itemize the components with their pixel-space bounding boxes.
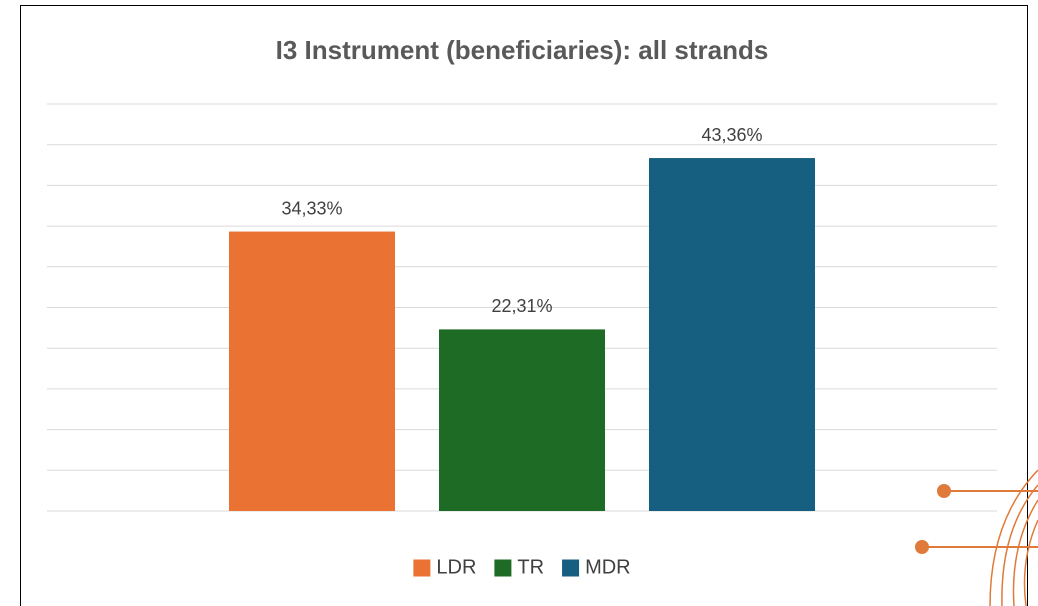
chart-title: I3 Instrument (beneficiaries): all stran… <box>276 35 769 65</box>
legend-label: MDR <box>585 556 631 578</box>
data-label: 22,31% <box>491 296 552 316</box>
legend-swatch <box>562 560 579 577</box>
chart: I3 Instrument (beneficiaries): all stran… <box>0 0 1038 606</box>
legend-swatch <box>494 560 511 577</box>
legend-swatch <box>413 560 430 577</box>
bar <box>649 158 815 511</box>
data-label: 34,33% <box>281 198 342 218</box>
bar <box>439 329 605 511</box>
bar <box>229 232 395 511</box>
legend-label: LDR <box>436 556 476 578</box>
data-label: 43,36% <box>701 125 762 145</box>
legend-label: TR <box>517 556 544 578</box>
